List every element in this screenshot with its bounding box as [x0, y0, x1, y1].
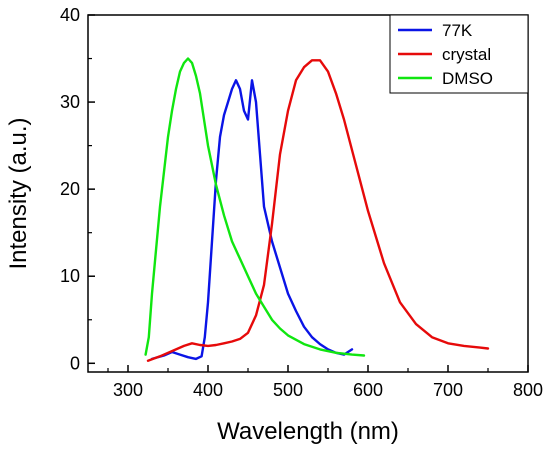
legend: 77K crystal DMSO [389, 14, 529, 94]
plot-frame [87, 14, 529, 373]
series-line-dmso [144, 57, 366, 357]
series-line-crystal [146, 59, 490, 362]
x-axis-title: Wavelength (nm) [217, 418, 399, 445]
x-tick-label: 700 [433, 380, 463, 400]
y-tick-label: 40 [60, 5, 80, 25]
y-axis-title: Intensity (a.u.) [5, 117, 32, 269]
ticks-layer: 300 400 500 600 700 800 0 10 20 30 40 [60, 5, 543, 400]
y-tick-label: 30 [60, 92, 80, 112]
legend-label: 77K [442, 21, 473, 40]
y-tick-label: 0 [70, 353, 80, 373]
x-tick-label: 300 [113, 380, 143, 400]
x-tick-label: 400 [193, 380, 223, 400]
x-tick-label: 800 [513, 380, 543, 400]
y-tick-label: 10 [60, 266, 80, 286]
legend-label: crystal [442, 45, 491, 64]
x-tick-label: 600 [353, 380, 383, 400]
x-tick-label: 500 [273, 380, 303, 400]
series-line-77k [150, 79, 354, 361]
legend-label: DMSO [442, 69, 493, 88]
y-tick-label: 20 [60, 179, 80, 199]
series-layer [144, 57, 490, 362]
